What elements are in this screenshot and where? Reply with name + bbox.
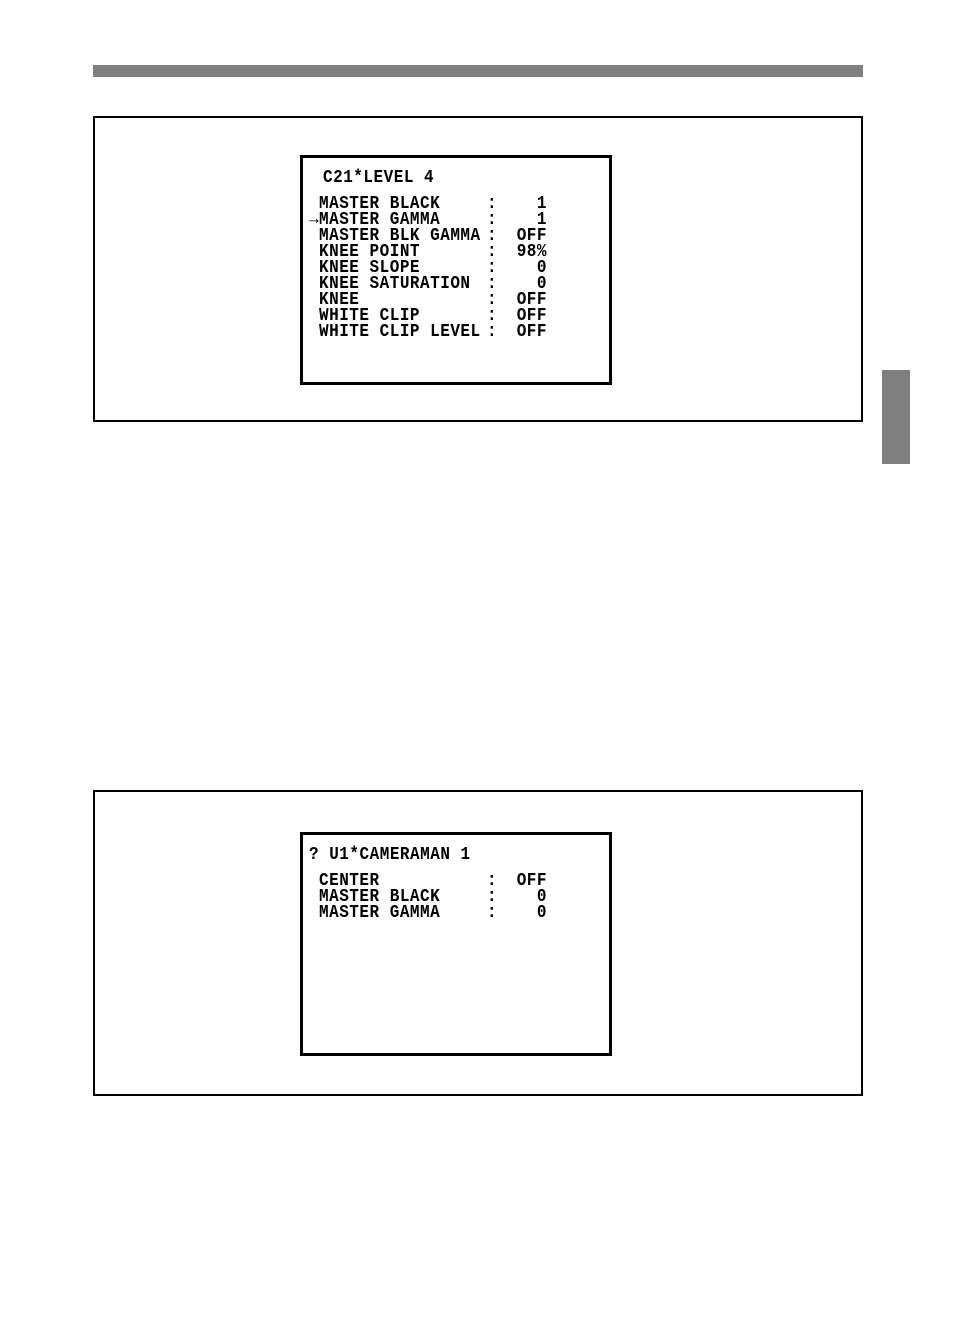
menu-item-value: 0 xyxy=(497,903,547,921)
menu-cursor-arrow xyxy=(309,903,319,921)
menu-screen-2: ? U1*CAMERAMAN 1 CENTER :OFF MASTER BLAC… xyxy=(300,832,612,1056)
menu-item-label: MASTER GAMMA xyxy=(319,903,487,921)
menu-screen-1: C21*LEVEL 4 MASTER BLACK :1→MASTER GAMMA… xyxy=(300,155,612,385)
header-divider xyxy=(93,65,863,77)
menu-title-2: ? U1*CAMERAMAN 1 xyxy=(303,845,609,863)
menu-cursor-arrow xyxy=(309,322,319,340)
menu-title-1: C21*LEVEL 4 xyxy=(303,168,609,186)
menu-item-separator: : xyxy=(487,322,497,340)
menu-item[interactable]: MASTER GAMMA :0 xyxy=(309,903,609,921)
side-tab xyxy=(882,370,910,464)
menu-item-value: OFF xyxy=(497,322,547,340)
menu-item[interactable]: WHITE CLIP LEVEL:OFF xyxy=(309,322,609,340)
menu-item-label: WHITE CLIP LEVEL xyxy=(319,322,487,340)
menu-rows-2: CENTER :OFF MASTER BLACK :0 MASTER GAMMA… xyxy=(303,871,609,919)
menu-item-separator: : xyxy=(487,903,497,921)
menu-rows-1: MASTER BLACK :1→MASTER GAMMA :1 MASTER B… xyxy=(303,194,609,338)
